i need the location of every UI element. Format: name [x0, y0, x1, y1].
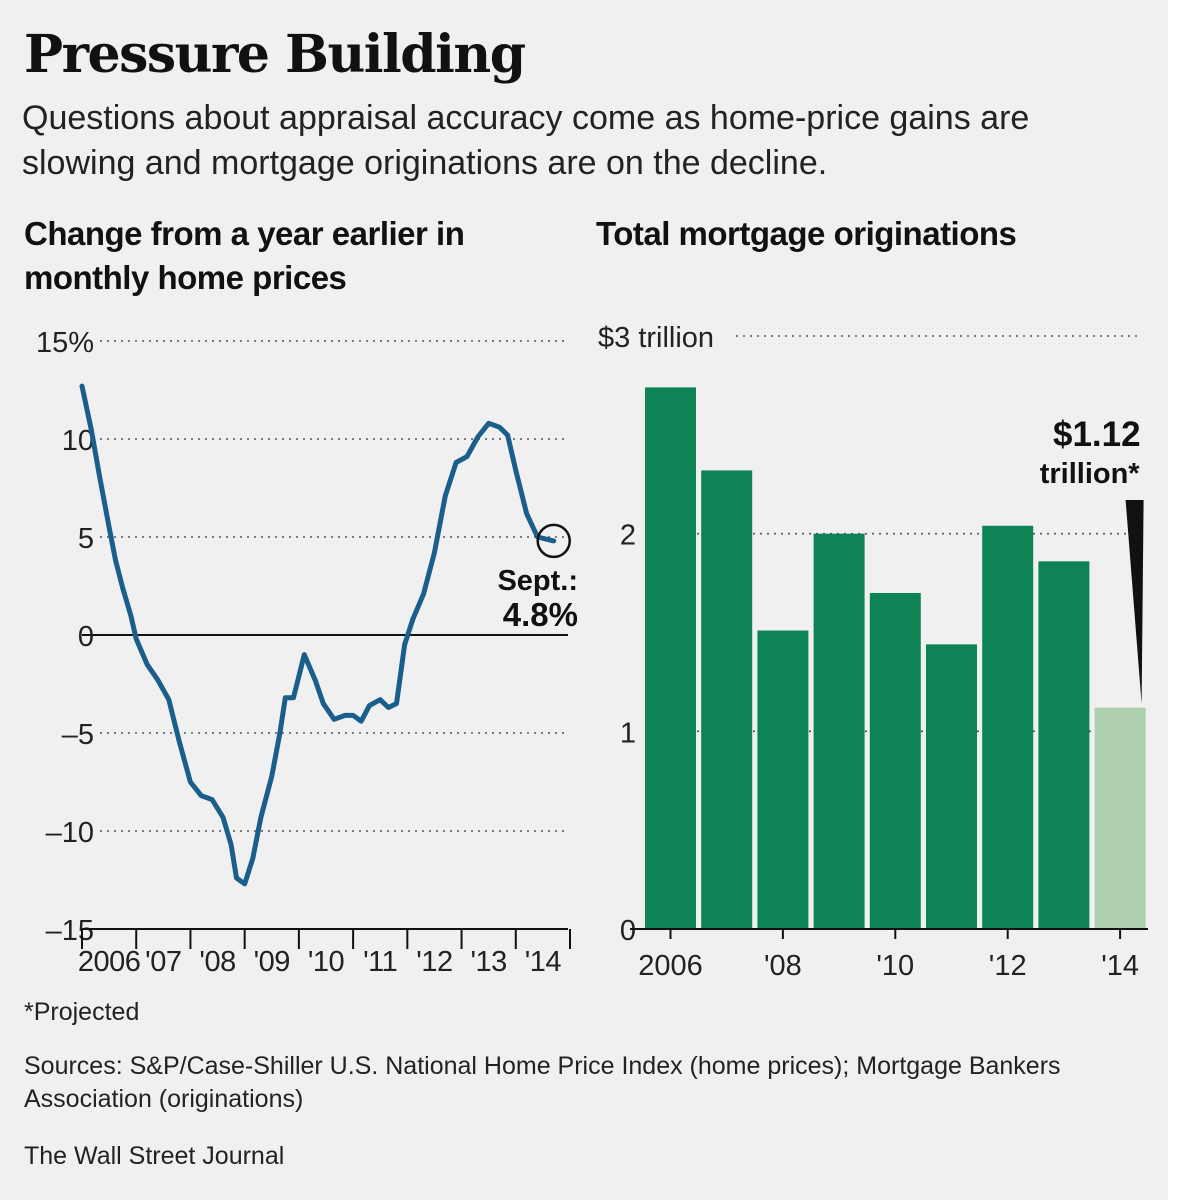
- projection-pointer: [1125, 500, 1144, 704]
- line-chart-gridlines: [82, 340, 568, 832]
- annotation-month-label: Sept.:: [497, 565, 578, 597]
- latest-value-marker: [536, 523, 571, 559]
- y-tick-label: –10: [46, 817, 94, 849]
- bar-2006: [645, 387, 696, 930]
- x-tick-label: '14: [1101, 950, 1139, 982]
- y-tick-label: 0: [620, 915, 636, 947]
- footnote: *Projected: [24, 998, 140, 1026]
- home-price-line-chart: 15% 10 5 0 –5 –10 –15 2006'07 '08 '09 '10 '11 '12 '1…: [36, 327, 578, 978]
- bar-2013: [1038, 561, 1090, 929]
- projection-unit-label: trillion*: [1040, 458, 1141, 490]
- x-tick-label: '10: [876, 950, 914, 982]
- bar-projected-2014: [1094, 707, 1146, 929]
- line-chart-x-axis: 2006'07 '08 '09 '10 '11 '12 '13 '14: [78, 928, 571, 978]
- y-tick-label: $3 trillion: [598, 322, 714, 354]
- projection-value-label: $1.12: [1053, 415, 1141, 454]
- y-tick-label: –5: [62, 719, 94, 751]
- y-tick-label: 1: [620, 717, 636, 749]
- x-tick-label: '12: [416, 946, 452, 978]
- home-price-line: [79, 383, 557, 887]
- x-tick-label: '08: [764, 950, 802, 982]
- line-chart-series: [79, 383, 557, 887]
- x-tick-label: '11: [363, 946, 397, 978]
- sources-note: Sources: S&P/Case-Shiller U.S. National …: [24, 1052, 1061, 1113]
- bar-chart-y-tick-labels: $3 trillion 2 1 0: [598, 322, 714, 947]
- bar-2012: [982, 525, 1034, 929]
- x-tick-label: '14: [525, 946, 562, 978]
- x-tick-label: 2006: [78, 946, 141, 978]
- line-chart-y-tick-labels: 15% 10 5 0 –5 –10 –15: [36, 327, 94, 947]
- bar-2007: [701, 470, 753, 929]
- x-tick-label: '07: [145, 946, 181, 978]
- x-tick-label: '10: [308, 946, 344, 978]
- x-tick-label: '12: [989, 950, 1027, 982]
- publisher-credit: The Wall Street Journal: [24, 1142, 285, 1170]
- page-title: Pressure Building: [24, 24, 526, 85]
- x-tick-label: '13: [471, 946, 507, 978]
- x-tick-label: '09: [254, 946, 290, 978]
- bar-2009: [813, 533, 865, 929]
- bar-chart-bars: [645, 387, 1146, 930]
- y-tick-label: 5: [78, 523, 94, 555]
- originations-bar-chart: $3 trillion 2 1 0 2006 '08 '10 '12 '14 $1.12 tr…: [598, 322, 1148, 982]
- bar-2010: [869, 592, 921, 929]
- line-chart-annotation: Sept.: 4.8%: [497, 523, 578, 633]
- y-tick-label: –15: [46, 915, 94, 947]
- bar-2011: [926, 644, 977, 929]
- y-tick-label: 2: [620, 520, 636, 552]
- annotation-value-label: 4.8%: [503, 596, 578, 633]
- bar-chart-annotation: $1.12 trillion*: [1040, 415, 1144, 704]
- y-tick-label: 0: [78, 621, 94, 653]
- y-tick-label: 15%: [36, 327, 94, 359]
- y-tick-label: 10: [62, 425, 94, 457]
- bar-2008: [757, 630, 809, 929]
- x-tick-label: 2006: [638, 950, 703, 982]
- page-subtitle: Questions about appraisal accuracy come …: [22, 99, 1030, 182]
- bar-chart-x-axis: 2006 '08 '10 '12 '14: [630, 928, 1148, 982]
- line-chart-title: Change from a year earlier in monthly ho…: [24, 215, 465, 296]
- bar-chart-title: Total mortgage originations: [596, 215, 1017, 252]
- x-tick-label: '08: [199, 946, 235, 978]
